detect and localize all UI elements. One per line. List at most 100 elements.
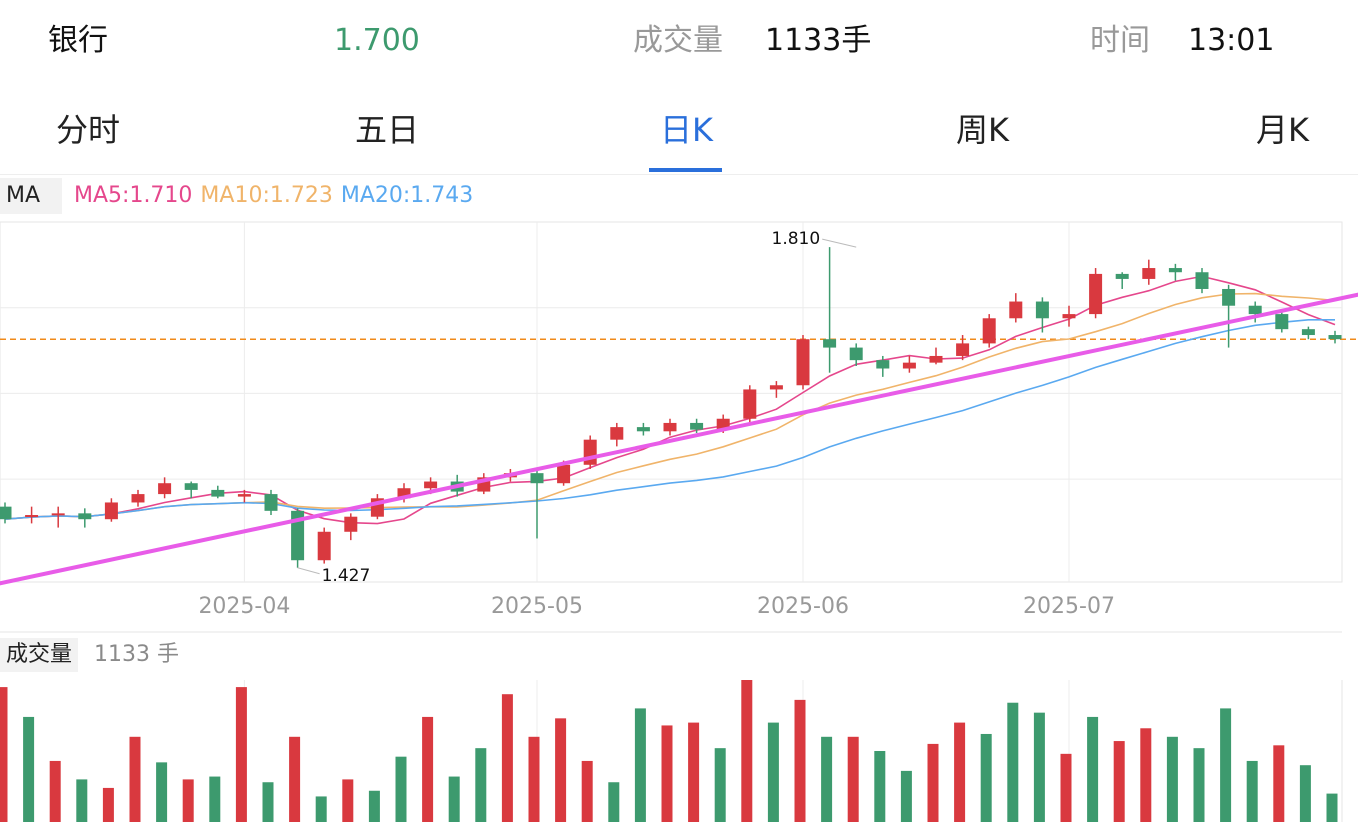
candle <box>929 347 943 365</box>
volume-bar <box>182 779 194 822</box>
candle-body <box>1248 305 1262 315</box>
candle <box>0 502 12 524</box>
volume-bar <box>1113 741 1125 822</box>
high-annotation-label: 1.810 <box>772 229 821 249</box>
volume-bar <box>342 779 354 822</box>
candle-body <box>104 502 118 520</box>
volume-bar <box>555 718 567 822</box>
candle-body <box>636 427 650 432</box>
candle-body <box>849 347 863 361</box>
candle-body <box>424 481 438 489</box>
candle <box>158 477 172 499</box>
candle-body <box>78 513 92 520</box>
volume-bar <box>422 716 434 822</box>
candle-body <box>1328 335 1342 340</box>
high-annotation-leader <box>822 238 857 248</box>
candle-body <box>690 422 704 430</box>
candle <box>1035 297 1049 333</box>
volume-legend: 成交量 1133 手 <box>0 636 1358 676</box>
volume-bar <box>1246 760 1258 822</box>
candle-body <box>902 362 916 369</box>
candle <box>1009 293 1023 323</box>
period-tabs: 分时 五日 日K 周K 月K <box>0 96 1358 175</box>
candle-body <box>876 360 890 369</box>
candle-body <box>317 531 331 561</box>
candle <box>104 498 118 522</box>
candle-body <box>743 389 757 419</box>
volume-indicator-tag[interactable]: 成交量 <box>0 638 79 672</box>
candle <box>1062 305 1076 327</box>
tab-daily-k[interactable]: 日K <box>660 111 713 149</box>
volume-bar <box>954 722 966 822</box>
x-tick-label: 2025-05 <box>491 594 583 619</box>
ma10-line <box>4 292 1336 520</box>
volume-bar <box>0 687 8 822</box>
candle-body <box>982 318 996 344</box>
volume-bar <box>23 716 35 822</box>
candle <box>743 385 757 423</box>
candle <box>876 355 890 377</box>
volume-bar <box>475 748 487 822</box>
ma5-line <box>4 275 1336 525</box>
candle-body <box>823 339 837 348</box>
candle-body <box>397 488 411 499</box>
volume-bar <box>209 776 221 822</box>
volume-bar <box>608 782 620 822</box>
volume-layer <box>0 680 1338 822</box>
candle-body <box>530 473 544 484</box>
tab-weekly-k[interactable]: 周K <box>956 111 1009 149</box>
chart-grid <box>0 221 1343 822</box>
current-price: 1.700 <box>334 23 420 58</box>
low-annotation-leader <box>297 567 320 575</box>
price-panel-frame <box>0 221 1343 583</box>
volume-bar <box>129 736 141 822</box>
volume-bar <box>501 694 513 822</box>
candle <box>583 435 597 469</box>
moving-average-layer <box>4 275 1336 525</box>
volume-bar <box>821 736 833 822</box>
time-label: 时间 <box>1090 23 1150 58</box>
candle-body <box>51 513 65 516</box>
tab-monthly-k[interactable]: 月K <box>1256 111 1309 149</box>
stock-name: 银行 <box>48 23 108 58</box>
candle <box>1089 268 1103 319</box>
volume-bar <box>1060 753 1072 822</box>
low-annotation-label: 1.427 <box>322 566 371 586</box>
candle-body <box>929 355 943 363</box>
volume-bar <box>1193 748 1205 822</box>
candle <box>1195 268 1209 294</box>
quote-header: 银行 1.700 成交量 1133手 时间 13:01 <box>0 0 1358 84</box>
candle <box>1168 263 1182 281</box>
candle <box>25 506 39 524</box>
candle <box>769 381 783 398</box>
candle <box>690 418 704 433</box>
volume-bar <box>315 796 327 822</box>
volume-bar <box>688 722 700 822</box>
volume-bar <box>528 736 540 822</box>
candle-body <box>25 515 39 518</box>
candle <box>1222 284 1236 348</box>
volume-bar <box>49 760 61 822</box>
candle <box>264 489 278 516</box>
tab-five-day[interactable]: 五日 <box>355 111 420 149</box>
candle-body <box>184 483 198 490</box>
volume-bar <box>1220 708 1232 822</box>
volume-bar <box>235 687 247 822</box>
candle-body <box>1035 301 1049 319</box>
tab-intraday[interactable]: 分时 <box>56 111 121 149</box>
volume-bar <box>980 733 992 822</box>
volume-bar <box>874 751 886 822</box>
volume-indicator-value: 1133 手 <box>94 642 179 667</box>
time-value: 13:01 <box>1188 23 1275 58</box>
candle-body <box>211 489 225 497</box>
candle <box>51 506 65 528</box>
ma-indicator-tag[interactable]: MA <box>0 178 62 214</box>
candle-body <box>1195 272 1209 289</box>
volume-bar <box>847 736 859 822</box>
ma-values: MA5:1.710 MA10:1.723 MA20:1.743 <box>74 178 473 214</box>
candle <box>131 489 145 507</box>
candle-body <box>1168 268 1182 273</box>
candle <box>237 489 251 503</box>
candle <box>1115 272 1129 289</box>
